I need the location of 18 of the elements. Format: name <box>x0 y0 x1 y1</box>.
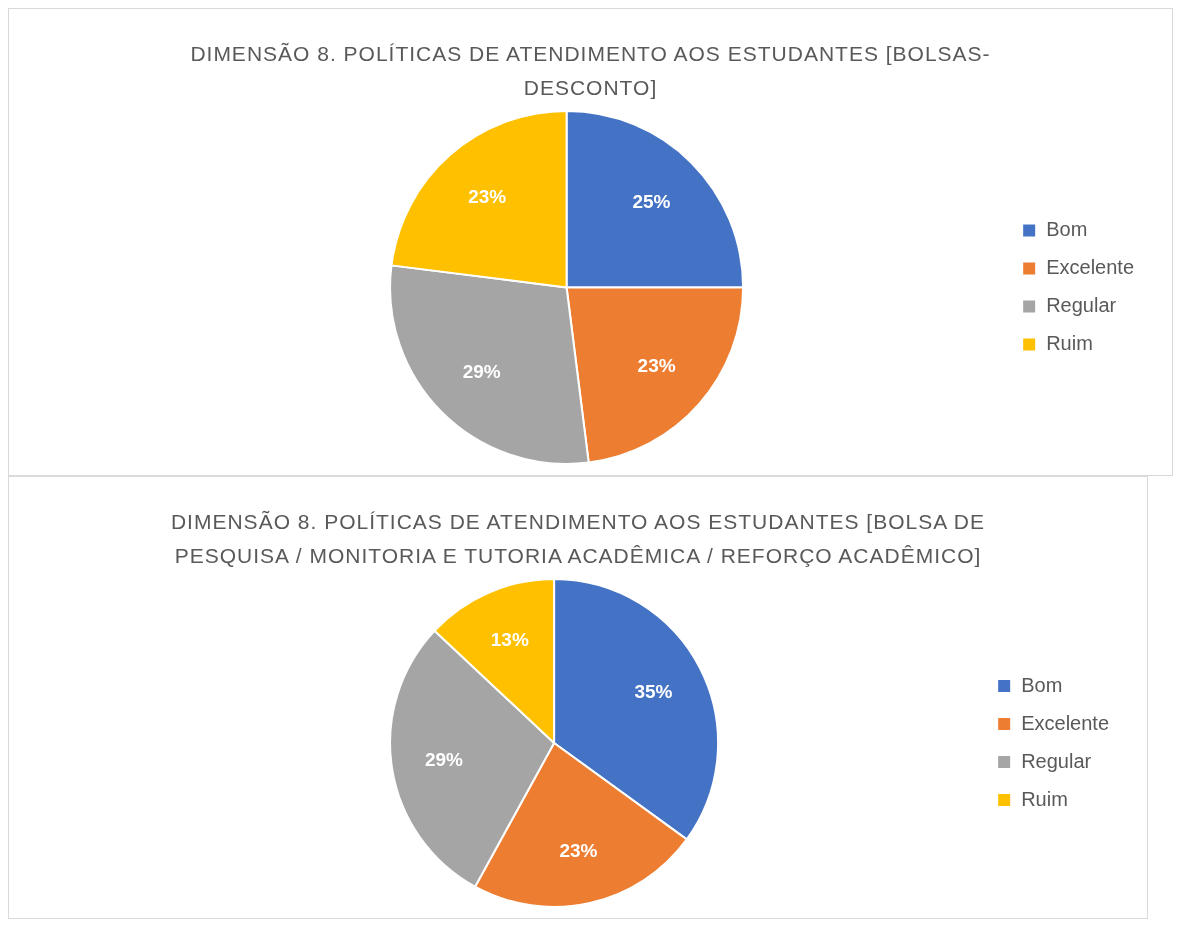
chart-title: DIMENSÃO 8. POLÍTICAS DE ATENDIMENTO AOS ESTUDANTES [BOLSA DE PESQUISA / MONITORIA E TUTORIA ACADÊMICA / REFORÇO ACADÊMICO] <box>169 509 987 569</box>
legend-label: Ruim <box>1021 787 1068 810</box>
legend-label: Excelente <box>1046 256 1135 279</box>
data-label: 29% <box>424 748 464 770</box>
legend-label: Regular <box>1021 749 1092 772</box>
data-label: 23% <box>637 355 676 377</box>
legend-label: Bom <box>1021 673 1063 696</box>
legend-label: Ruim <box>1046 332 1093 355</box>
legend-label: Bom <box>1046 218 1088 241</box>
legend-label: Regular <box>1046 294 1117 317</box>
data-label: 23% <box>559 840 598 862</box>
chart-title: DIMENSÃO 8. POLÍTICAS DE ATENDIMENTO AOS ESTUDANTES [BOLSAS-DESCONTO] <box>189 41 992 101</box>
legend-label: Excelente <box>1021 711 1110 734</box>
data-label: 13% <box>490 628 529 650</box>
data-label: 23% <box>468 185 507 207</box>
data-label: 25% <box>632 190 671 212</box>
data-label: 29% <box>462 360 501 382</box>
data-label: 35% <box>634 680 673 702</box>
